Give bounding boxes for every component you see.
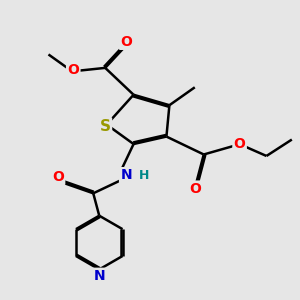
Text: N: N [120,168,132,182]
Text: N: N [93,269,105,283]
Text: O: O [52,170,64,184]
Text: O: O [189,182,201,196]
Text: O: O [234,137,245,151]
Text: O: O [120,34,132,49]
Text: H: H [139,169,149,182]
Text: S: S [100,118,111,134]
Text: O: O [67,63,79,77]
